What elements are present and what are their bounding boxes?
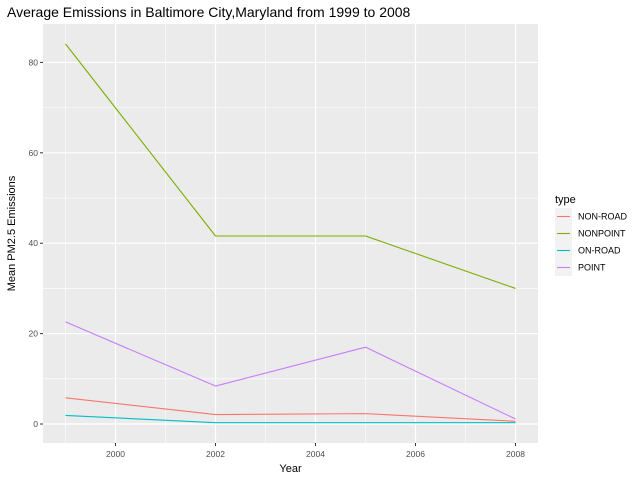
series-lines [65, 43, 516, 424]
legend: type NON-ROAD NONPOINT ON-ROAD POINT [555, 194, 627, 276]
x-tick-label: 2002 [206, 449, 225, 459]
legend-label: NONPOINT [578, 229, 626, 239]
x-tick-label: 2008 [506, 449, 525, 459]
y-tick-label: 0 [33, 419, 38, 429]
series-line-nonpoint [65, 43, 516, 289]
major-gridlines [43, 24, 538, 443]
plot-panel [43, 24, 538, 443]
legend-item-nonpoint: NONPOINT [555, 225, 626, 242]
legend-label: ON-ROAD [578, 246, 621, 256]
y-tick-label: 20 [29, 329, 39, 339]
legend-label: POINT [578, 263, 606, 273]
chart-title: Average Emissions in Baltimore City,Mary… [7, 4, 411, 20]
y-axis: 0 20 40 60 80 [29, 57, 43, 429]
x-tick-label: 2004 [306, 449, 325, 459]
series-line-point [65, 321, 516, 420]
x-tick-label: 2006 [406, 449, 425, 459]
minor-gridlines [43, 24, 538, 443]
y-tick-label: 60 [29, 148, 39, 158]
y-tick-label: 40 [29, 238, 39, 248]
series-line-non-road [65, 397, 516, 422]
legend-item-non-road: NON-ROAD [555, 208, 627, 225]
legend-item-point: POINT [555, 259, 606, 276]
legend-label: NON-ROAD [578, 212, 627, 222]
legend-item-on-road: ON-ROAD [555, 242, 621, 259]
x-axis: 2000 2002 2004 2006 2008 [106, 443, 525, 459]
y-tick-label: 80 [29, 57, 39, 67]
y-axis-title: Mean PM2.5 Emissions [6, 175, 18, 291]
x-tick-label: 2000 [106, 449, 125, 459]
series-line-on-road [65, 414, 516, 424]
x-axis-title: Year [279, 463, 302, 475]
legend-title: type [555, 194, 576, 206]
